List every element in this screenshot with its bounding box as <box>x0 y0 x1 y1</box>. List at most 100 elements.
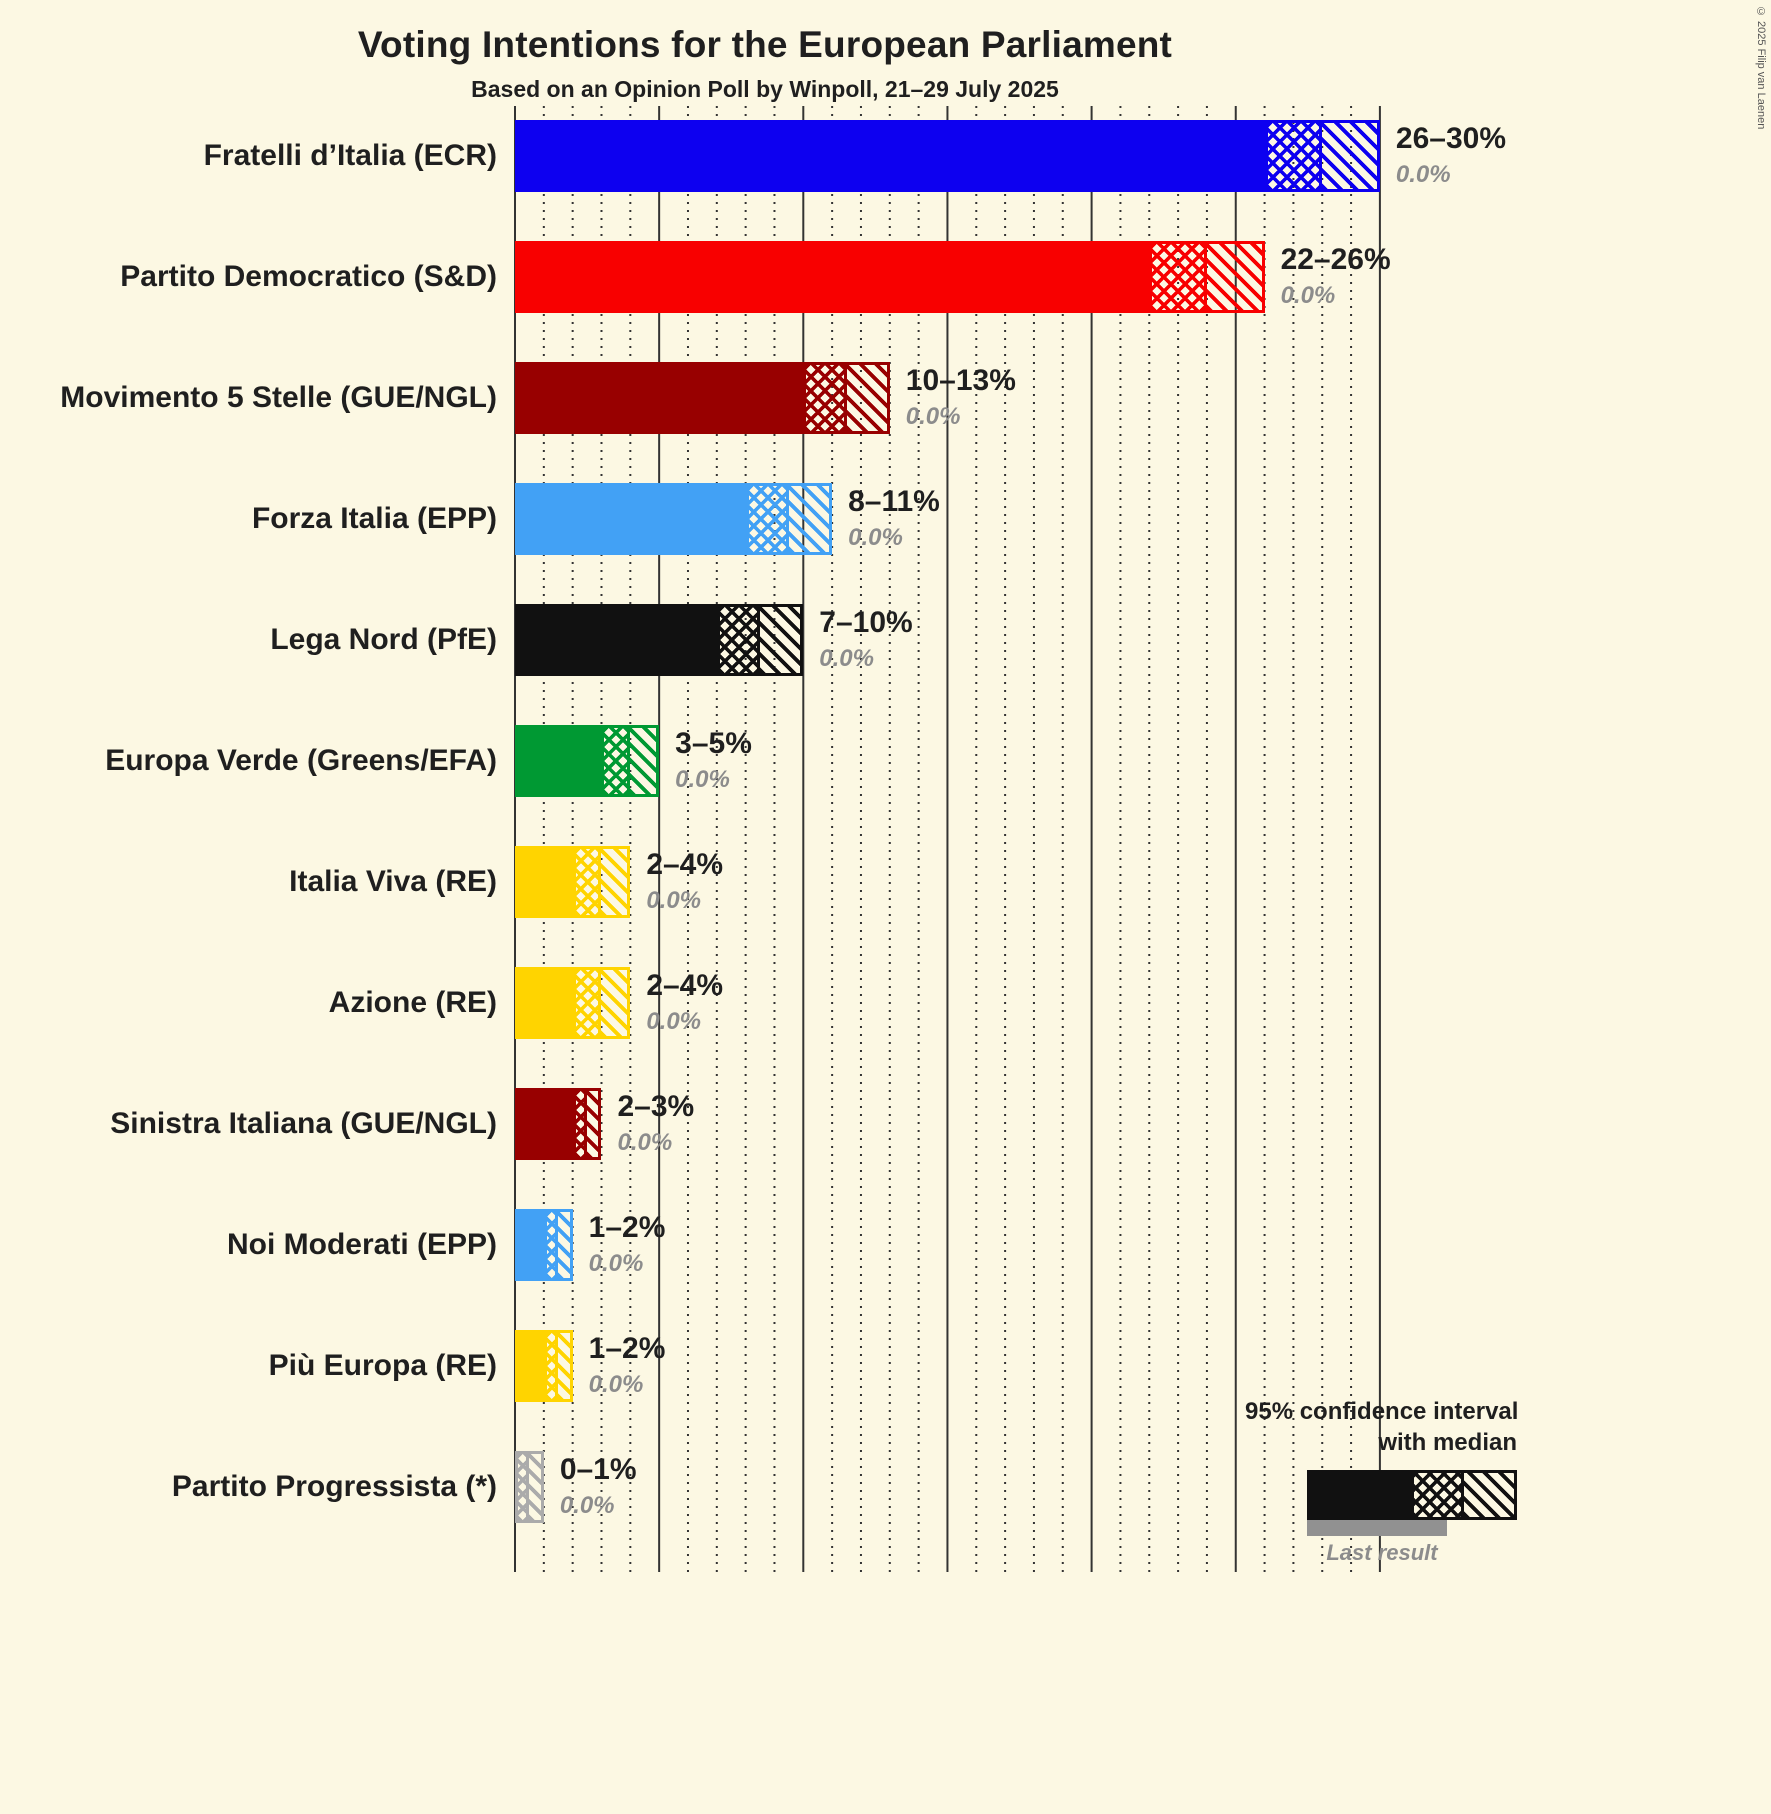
last-result-label: 0.0% <box>819 644 874 672</box>
party-label: Più Europa (RE) <box>268 1349 497 1382</box>
ci-diagonal-segment <box>529 1451 544 1523</box>
party-bar <box>515 241 1265 313</box>
value-labels: 2–4% 0.0% <box>646 969 723 1036</box>
ci-range-label: 8–11% <box>848 485 940 519</box>
value-labels: 3–5% 0.0% <box>675 727 752 794</box>
party-row: Lega Nord (PfE) 7–10% 0.0% <box>0 604 1771 676</box>
last-result-label: 0.0% <box>617 1128 673 1156</box>
legend-last-result-label: Last result <box>1326 1540 1438 1566</box>
value-labels: 2–3% 0.0% <box>617 1090 694 1157</box>
ci-solid-segment <box>515 483 746 555</box>
party-label: Movimento 5 Stelle (GUE/NGL) <box>60 381 497 414</box>
ci-diagonal-segment <box>846 362 890 434</box>
ci-crosshatch-segment <box>1264 120 1323 192</box>
ci-range-label: 3–5% <box>675 727 752 761</box>
last-result-label: 0.0% <box>646 886 702 914</box>
ci-range-label: 1–2% <box>588 1211 666 1245</box>
ci-range-label: 7–10% <box>819 606 913 640</box>
ci-range-label: 2–4% <box>646 969 724 1003</box>
value-labels: 8–11% 0.0% <box>848 485 940 552</box>
value-labels: 7–10% 0.0% <box>819 606 912 673</box>
ci-diagonal-segment <box>558 1209 573 1281</box>
last-result-label: 0.0% <box>1280 281 1336 309</box>
legend-solid-segment <box>1307 1470 1411 1521</box>
legend-crosshatch-segment <box>1411 1470 1464 1521</box>
ci-crosshatch-segment <box>716 604 761 676</box>
ci-range-label: 1–2% <box>588 1332 666 1366</box>
ci-diagonal-segment <box>601 967 631 1039</box>
party-label: Sinistra Italiana (GUE/NGL) <box>110 1107 497 1140</box>
ci-crosshatch-segment <box>803 362 847 434</box>
ci-solid-segment <box>515 362 804 434</box>
party-label: Fratelli d’Italia (ECR) <box>203 139 497 172</box>
ci-crosshatch-segment <box>515 1451 530 1523</box>
ci-solid-segment <box>515 967 573 1039</box>
chart-title: Voting Intentions for the European Parli… <box>357 24 1173 65</box>
party-label: Italia Viva (RE) <box>289 865 497 898</box>
ci-range-label: 2–4% <box>646 848 724 882</box>
ci-diagonal-segment <box>1322 120 1380 192</box>
legend-sample-bar <box>1307 1470 1517 1521</box>
party-row: Europa Verde (Greens/EFA) 3–5% 0.0% <box>0 725 1771 797</box>
ci-range-label: 0–1% <box>559 1453 637 1487</box>
last-result-label: 0.0% <box>646 1007 702 1035</box>
ci-range-label: 10–13% <box>905 364 1016 398</box>
party-row: Noi Moderati (EPP) 1–2% 0.0% <box>0 1209 1771 1281</box>
party-bar <box>515 1088 602 1160</box>
party-label: Lega Nord (PfE) <box>270 623 497 656</box>
ci-diagonal-segment <box>1206 241 1265 313</box>
ci-range-label: 22–26% <box>1280 243 1391 277</box>
party-row: Azione (RE) 2–4% 0.0% <box>0 967 1771 1039</box>
value-labels: 22–26% 0.0% <box>1281 243 1391 310</box>
ci-crosshatch-segment <box>543 1209 559 1281</box>
party-label: Forza Italia (EPP) <box>251 502 497 535</box>
last-result-label: 0.0% <box>905 402 961 430</box>
party-label: Partito Progressista (*) <box>171 1470 497 1503</box>
ci-solid-segment <box>515 725 602 797</box>
party-bar <box>515 1451 544 1523</box>
last-result-label: 0.0% <box>848 523 903 551</box>
legend-confidence-label: 95% confidence interval <box>1245 1398 1519 1425</box>
party-bar <box>515 1209 573 1281</box>
ci-solid-segment <box>515 1209 544 1281</box>
ci-diagonal-segment <box>587 1088 602 1160</box>
ci-crosshatch-segment <box>745 483 789 555</box>
ci-solid-segment <box>515 1330 544 1402</box>
chart-subtitle: Based on an Opinion Poll by Winpoll, 21–… <box>471 76 1059 102</box>
ci-diagonal-segment <box>760 604 804 676</box>
legend: 95% confidence interval with median Last… <box>1245 1396 1519 1566</box>
legend-median-label: with median <box>1378 1429 1517 1457</box>
ci-crosshatch-segment <box>572 967 602 1039</box>
ci-diagonal-segment <box>630 725 660 797</box>
copyright-notice: © 2025 Filip van Laenen <box>1755 6 1767 130</box>
legend-diagonal-segment <box>1464 1470 1517 1521</box>
last-result-label: 0.0% <box>588 1370 644 1398</box>
value-labels: 0–1% 0.0% <box>560 1453 637 1520</box>
value-labels: 10–13% 0.0% <box>906 364 1016 431</box>
ci-diagonal-segment <box>788 483 833 555</box>
ci-diagonal-segment <box>601 846 631 918</box>
party-bar <box>515 120 1380 192</box>
party-bar <box>515 967 631 1039</box>
party-label: Partito Democratico (S&D) <box>120 260 497 293</box>
party-bar <box>515 604 804 676</box>
ci-crosshatch-segment <box>543 1330 559 1402</box>
legend-last-result-bar <box>1307 1520 1447 1537</box>
party-row: Forza Italia (EPP) 8–11% 0.0% <box>0 483 1771 555</box>
ci-solid-segment <box>515 846 573 918</box>
party-bar <box>515 1330 573 1402</box>
value-labels: 1–2% 0.0% <box>589 1211 666 1278</box>
ci-solid-segment <box>515 1088 573 1160</box>
party-label: Azione (RE) <box>328 986 497 1019</box>
party-row: Partito Progressista (*) 0–1% 0.0% <box>0 1451 1771 1523</box>
value-labels: 2–4% 0.0% <box>646 848 723 915</box>
party-row: Più Europa (RE) 1–2% 0.0% <box>0 1330 1771 1402</box>
party-row: Partito Democratico (S&D) 22–26% 0.0% <box>0 241 1771 313</box>
last-result-label: 0.0% <box>675 765 730 793</box>
ci-crosshatch-segment <box>572 846 602 918</box>
value-labels: 1–2% 0.0% <box>589 1332 666 1399</box>
last-result-label: 0.0% <box>559 1491 615 1519</box>
